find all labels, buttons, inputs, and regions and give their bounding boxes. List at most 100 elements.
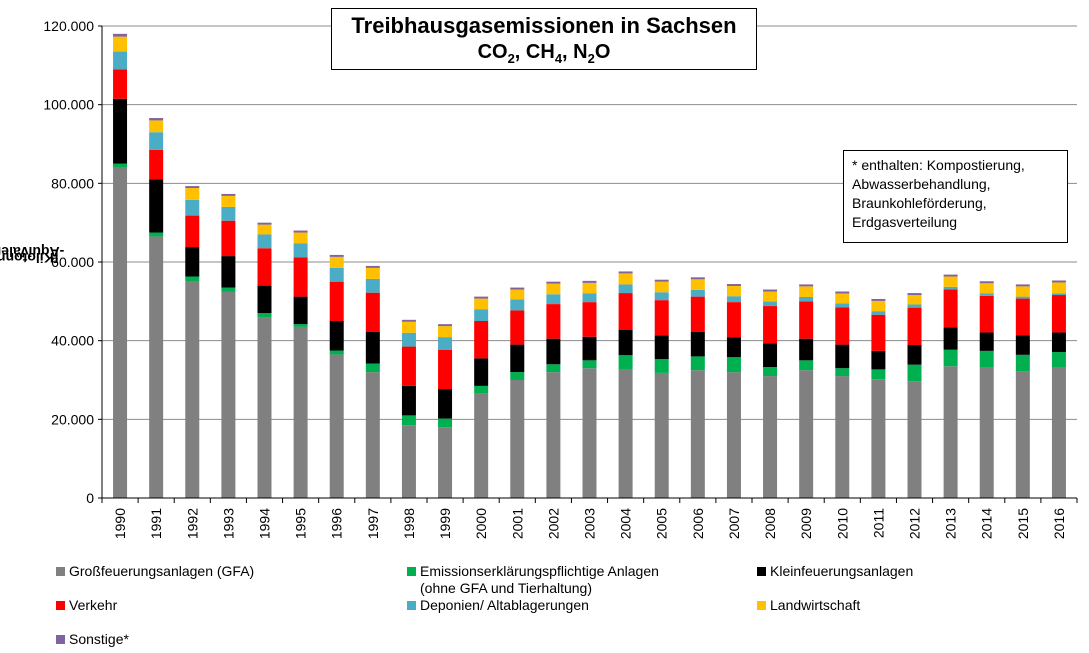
x-tick-label: 2012 [907, 508, 923, 539]
x-tick-label: 2002 [545, 508, 561, 539]
bar-segment [835, 307, 850, 345]
bar-segment [582, 282, 597, 294]
bar-segment [943, 289, 958, 328]
bar-segment [257, 234, 272, 249]
bar-segment [943, 349, 958, 367]
legend-swatch [407, 601, 416, 610]
y-tick-label: 60.000 [51, 254, 94, 270]
bar-segment [257, 224, 272, 235]
bar-segment [979, 350, 994, 368]
x-tick-label: 2004 [618, 508, 634, 539]
bar-segment [907, 307, 922, 345]
bar-segment [1051, 295, 1066, 333]
x-tick-label: 2007 [726, 508, 742, 539]
bar-segment [546, 294, 561, 305]
bar-segment [401, 332, 416, 347]
bar-segment [1051, 352, 1066, 368]
bar-segment [943, 274, 958, 277]
bar-segment [799, 301, 814, 339]
gas-ch4: CH4, [525, 41, 574, 66]
bar-segment [221, 220, 236, 257]
tick-labels: 0 20.000 40.000 60.000 80.000 100.000 120.000 1… [43, 18, 1067, 539]
bar-segment [835, 344, 850, 369]
bars [113, 33, 1066, 498]
bar-segment [438, 337, 453, 350]
bar-segment [546, 338, 561, 365]
x-tick-label: 2011 [870, 508, 886, 538]
bar-segment [618, 273, 633, 285]
bar-segment [799, 338, 814, 361]
bar-segment [438, 326, 453, 338]
bar-segment [329, 350, 344, 355]
bar-segment [618, 329, 633, 356]
legend-swatch [56, 601, 65, 610]
bar-segment [871, 298, 886, 301]
bar-segment [726, 337, 741, 358]
legend-swatch [56, 635, 65, 644]
bar-segment [1015, 298, 1030, 336]
footnote-line: Erdgasverteilung [852, 214, 958, 230]
bar-segment [726, 296, 741, 303]
bar-segment [654, 292, 669, 301]
bar-segment [221, 291, 236, 498]
bar-segment [618, 368, 633, 498]
bar-segment [474, 385, 489, 394]
bar-segment [907, 295, 922, 305]
x-tick-label: 1992 [184, 508, 200, 539]
bar-segment [1051, 280, 1066, 283]
bar-segment [438, 389, 453, 419]
bar-segment [149, 149, 164, 180]
x-tick-label: 2016 [1051, 508, 1067, 539]
bar-segment [690, 289, 705, 297]
bar-segment [1015, 354, 1030, 372]
bar-segment [871, 300, 886, 312]
bar-segment [149, 236, 164, 498]
x-tick-label: 2009 [798, 508, 814, 539]
bar-segment [546, 304, 561, 339]
x-tick-label: 2015 [1015, 508, 1031, 539]
x-tick-label: 2001 [509, 508, 525, 539]
bar-segment [763, 376, 778, 498]
bar-segment [401, 425, 416, 498]
bar-segment [690, 370, 705, 498]
bar-segment [871, 350, 886, 370]
gas-n2o: N2O [573, 41, 611, 66]
bar-segment [690, 279, 705, 290]
bar-segment [799, 370, 814, 498]
bar-segment [726, 285, 741, 297]
legend-swatch [56, 567, 65, 576]
bar-segment [257, 317, 272, 498]
bar-segment [185, 186, 200, 189]
bar-segment [329, 256, 344, 268]
bar-segment [799, 284, 814, 287]
bar-segment [185, 199, 200, 216]
y-tick-label: 80.000 [51, 175, 94, 191]
bar-segment [979, 283, 994, 294]
bar-segment [221, 287, 236, 292]
bar-segment [221, 206, 236, 221]
bar-segment [113, 33, 128, 37]
bar-segment [257, 285, 272, 314]
bar-segment [329, 267, 344, 282]
bar-segment [438, 427, 453, 498]
bar-segment [293, 230, 308, 233]
bar-segment [1051, 282, 1066, 294]
bar-segment [654, 281, 669, 293]
bar-segment [835, 303, 850, 308]
bar-segment [943, 276, 958, 287]
bar-segment [365, 265, 380, 268]
footnote-line: Braunkohleförderung, [852, 195, 987, 211]
bar-segment [943, 327, 958, 350]
bar-segment [293, 257, 308, 297]
gas-co2: CO2, [477, 41, 526, 66]
bar-segment [149, 118, 164, 121]
bar-segment [474, 393, 489, 498]
bar-segment [510, 287, 525, 290]
bar-segment [1015, 371, 1030, 498]
bar-segment [293, 296, 308, 325]
bar-segment [1015, 296, 1030, 299]
bar-segment [1015, 284, 1030, 287]
bar-segment [1015, 286, 1030, 297]
bar-segment [690, 356, 705, 371]
